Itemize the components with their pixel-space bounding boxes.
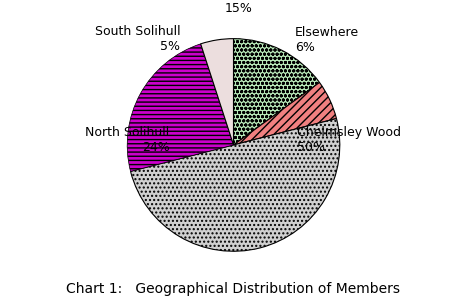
- Wedge shape: [201, 39, 234, 145]
- Wedge shape: [234, 39, 319, 145]
- Text: Chart 1:   Geographical Distribution of Members: Chart 1: Geographical Distribution of Me…: [66, 282, 401, 296]
- Text: Chelmsley Wood
50%: Chelmsley Wood 50%: [297, 126, 401, 154]
- Wedge shape: [131, 118, 340, 251]
- Text: South Solihull
5%: South Solihull 5%: [95, 25, 180, 53]
- Text: Birmingham
15%: Birmingham 15%: [201, 0, 277, 15]
- Wedge shape: [234, 82, 336, 145]
- Text: Elsewhere
6%: Elsewhere 6%: [295, 26, 359, 54]
- Text: North Solihull
24%: North Solihull 24%: [85, 126, 170, 154]
- Wedge shape: [127, 44, 234, 172]
